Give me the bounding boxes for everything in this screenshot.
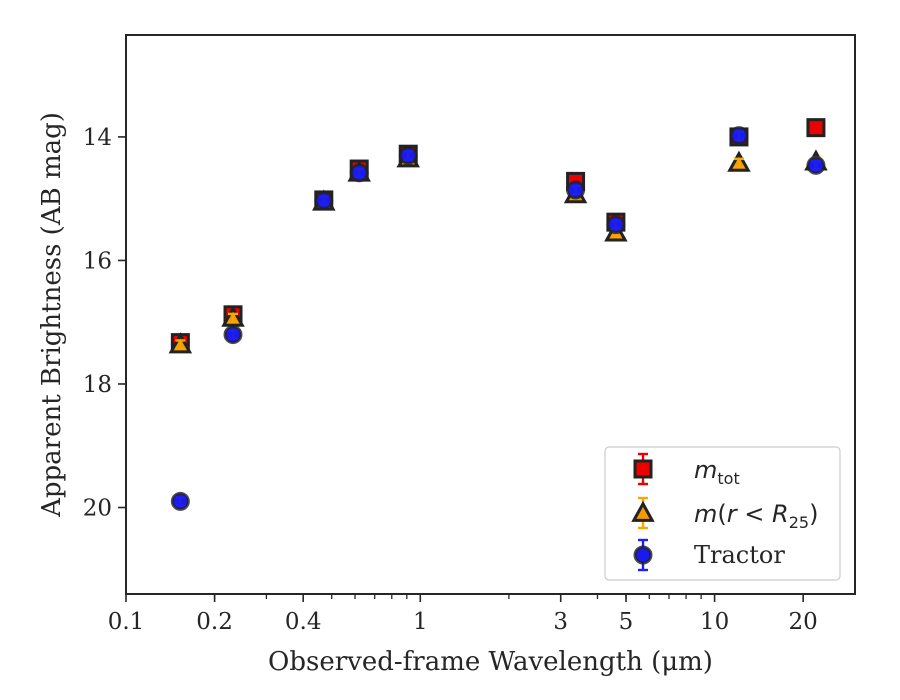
plot-frame <box>125 34 856 595</box>
y-ticks: 14 16 18 20 <box>83 125 126 522</box>
y-axis-label: Apparent Brightness (AB mag) <box>37 112 67 518</box>
x-tick-label: 1 <box>413 609 428 635</box>
series-circle <box>170 126 826 511</box>
y-tick-label: 16 <box>83 248 112 274</box>
legend-box <box>604 446 841 581</box>
x-tick-label: 20 <box>789 609 818 635</box>
x-axis-label: Observed-frame Wavelength (μm) <box>268 647 713 677</box>
x-ticks: 0.1 0.2 0.4 1 3 5 10 20 <box>108 594 818 635</box>
legend-marker-square <box>633 459 653 479</box>
legend-marker-triangle <box>631 500 655 522</box>
x-tick-label: 0.1 <box>108 609 145 635</box>
y-tick-label: 18 <box>83 372 112 398</box>
x-tick-label: 5 <box>619 609 634 635</box>
series-layer <box>168 118 828 511</box>
legend-markers <box>631 452 655 572</box>
legend-label-tractor: Tractor <box>694 541 785 569</box>
x-tick-label: 3 <box>553 609 568 635</box>
legend: mtot m(r < R25) Tractor <box>604 446 841 581</box>
legend-label-m-r-r25: m(r < R25) <box>694 500 818 532</box>
x-tick-label: 0.4 <box>285 609 322 635</box>
y-tick-label: 20 <box>83 496 112 522</box>
legend-marker-circle <box>633 545 653 565</box>
x-tick-label: 10 <box>700 609 729 635</box>
x-tick-label: 0.2 <box>196 609 233 635</box>
y-tick-label: 14 <box>83 125 112 151</box>
legend-label-mtot: mtot <box>694 456 740 488</box>
